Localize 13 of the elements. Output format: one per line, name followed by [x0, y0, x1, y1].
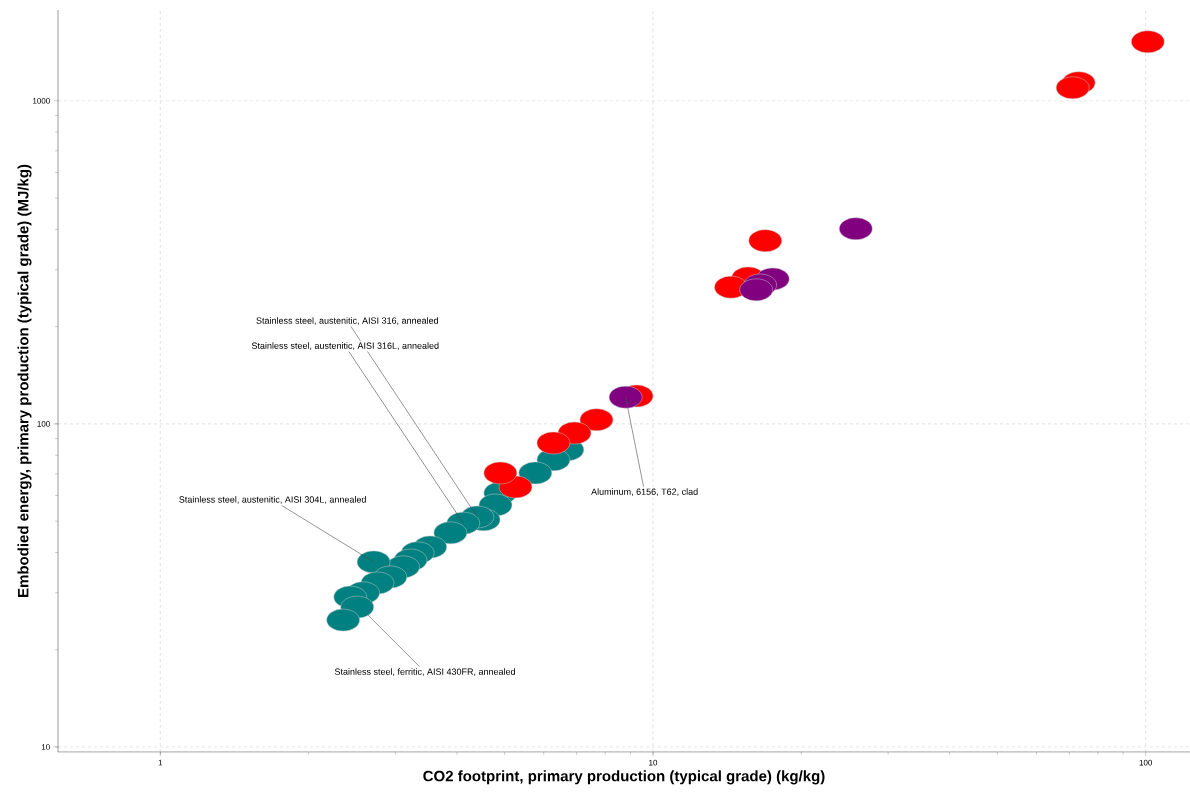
y-tick-label: 100 [37, 421, 50, 427]
annotation: Stainless steel, ferritic, AISI 430FR, annealed [334, 668, 515, 676]
x-tick-label: 1 [158, 759, 163, 766]
y-axis-title: Embodied energy, primary production (typical grade) (MJ/kg) [17, 164, 32, 597]
x-tick-label: 10 [649, 759, 658, 766]
annotation: Aluminum, 6156, T62, clad [591, 488, 698, 496]
y-tick-label: 10 [41, 744, 50, 750]
x-tick-label: 100 [1139, 759, 1153, 766]
annotation: Stainless steel, austenitic, AISI 304L, annealed [179, 496, 366, 504]
annotation: Stainless steel, austenitic, AISI 316L, annealed [251, 342, 439, 350]
x-axis-title: CO2 footprint, primary production (typical grade) (kg/kg) [423, 770, 825, 785]
annotation: Stainless steel, austenitic, AISI 316, annealed [256, 317, 439, 325]
y-tick-label: 1000 [33, 97, 50, 104]
